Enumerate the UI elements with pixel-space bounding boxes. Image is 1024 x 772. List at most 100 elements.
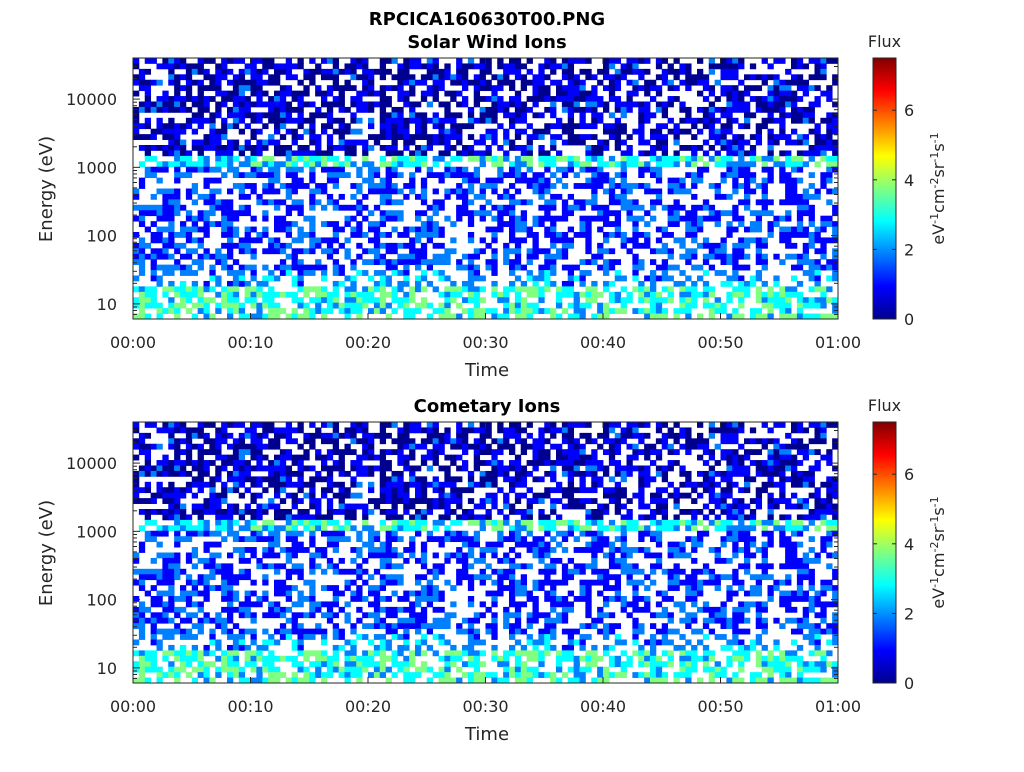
heatmap-cell xyxy=(791,493,797,499)
heatmap-cell xyxy=(797,259,803,265)
heatmap-cell xyxy=(233,487,239,493)
heatmap-cell xyxy=(609,210,615,216)
heatmap-cell xyxy=(562,427,568,433)
heatmap-cell xyxy=(815,140,821,146)
heatmap-cell xyxy=(756,286,762,292)
heatmap-cell xyxy=(180,63,186,69)
heatmap-cell xyxy=(356,167,362,173)
heatmap-cell xyxy=(650,156,656,162)
heatmap-cell xyxy=(409,455,415,461)
heatmap-cell xyxy=(574,85,580,91)
heatmap-cell xyxy=(145,69,151,75)
heatmap-cell xyxy=(797,221,803,227)
heatmap-cell xyxy=(815,194,821,200)
heatmap-cell xyxy=(797,63,803,69)
heatmap-cell xyxy=(820,69,826,75)
heatmap-cell xyxy=(444,433,450,439)
heatmap-cell xyxy=(315,112,321,118)
heatmap-cell xyxy=(791,520,797,526)
heatmap-cell xyxy=(198,427,204,433)
heatmap-cell xyxy=(292,129,298,135)
heatmap-cell xyxy=(685,476,691,482)
heatmap-cell xyxy=(715,183,721,189)
heatmap-cell xyxy=(521,303,527,309)
heatmap-cell xyxy=(703,292,709,298)
heatmap-cell xyxy=(826,265,832,271)
heatmap-cell xyxy=(685,189,691,195)
heatmap-cell xyxy=(186,210,192,216)
heatmap-cell xyxy=(345,123,351,129)
heatmap-cell xyxy=(568,270,574,276)
heatmap-cell xyxy=(298,145,304,151)
heatmap-cell xyxy=(439,129,445,135)
heatmap-cell xyxy=(744,449,750,455)
heatmap-cell xyxy=(768,145,774,151)
heatmap-cell xyxy=(650,297,656,303)
heatmap-cell xyxy=(221,433,227,439)
heatmap-cell xyxy=(503,221,509,227)
heatmap-cell xyxy=(356,227,362,233)
heatmap-cell xyxy=(198,259,204,265)
heatmap-cell xyxy=(233,216,239,222)
heatmap-cell xyxy=(556,498,562,504)
heatmap-cell xyxy=(668,118,674,124)
heatmap-cell xyxy=(427,422,433,428)
heatmap-cell xyxy=(615,172,621,178)
heatmap-cell xyxy=(709,145,715,151)
heatmap-cell xyxy=(309,140,315,146)
heatmap-cell xyxy=(339,455,345,461)
heatmap-cell xyxy=(421,161,427,167)
heatmap-cell xyxy=(456,466,462,472)
heatmap-cell xyxy=(809,102,815,108)
heatmap-cell xyxy=(409,107,415,113)
heatmap-cell xyxy=(815,297,821,303)
heatmap-cell xyxy=(303,265,309,271)
heatmap-cell xyxy=(151,194,157,200)
heatmap-cell xyxy=(256,145,262,151)
heatmap-cell xyxy=(368,227,374,233)
heatmap-cell xyxy=(450,292,456,298)
heatmap-cell xyxy=(815,69,821,75)
heatmap-cell xyxy=(192,189,198,195)
heatmap-cell xyxy=(286,466,292,472)
heatmap-cell xyxy=(709,493,715,499)
heatmap-cell xyxy=(503,259,509,265)
heatmap-cell xyxy=(591,167,597,173)
heatmap-cell xyxy=(585,221,591,227)
heatmap-cell xyxy=(732,118,738,124)
colorbar-tick-label: 2 xyxy=(904,240,914,259)
heatmap-cell xyxy=(756,466,762,472)
heatmap-cell xyxy=(280,460,286,466)
heatmap-cell xyxy=(168,297,174,303)
heatmap-cell xyxy=(139,444,145,450)
heatmap-cell xyxy=(703,74,709,80)
heatmap-cell xyxy=(674,178,680,184)
heatmap-cell xyxy=(685,433,691,439)
heatmap-cell xyxy=(280,248,286,254)
heatmap-cell xyxy=(597,433,603,439)
heatmap-cell xyxy=(715,248,721,254)
heatmap-cell xyxy=(433,199,439,205)
heatmap-cell xyxy=(462,69,468,75)
heatmap-cell xyxy=(550,243,556,249)
heatmap-cell xyxy=(709,482,715,488)
heatmap-cell xyxy=(809,129,815,135)
heatmap-cell xyxy=(768,471,774,477)
heatmap-cell xyxy=(756,449,762,455)
heatmap-cell xyxy=(204,178,210,184)
heatmap-cell xyxy=(397,172,403,178)
heatmap-cell xyxy=(233,118,239,124)
heatmap-cell xyxy=(168,140,174,146)
heatmap-cell xyxy=(415,248,421,254)
heatmap-cell xyxy=(474,297,480,303)
heatmap-cell xyxy=(350,63,356,69)
heatmap-cell xyxy=(803,205,809,211)
heatmap-cell xyxy=(779,172,785,178)
heatmap-cell xyxy=(209,498,215,504)
heatmap-cell xyxy=(738,276,744,282)
heatmap-cell xyxy=(262,172,268,178)
heatmap-cell xyxy=(691,265,697,271)
heatmap-cell xyxy=(591,455,597,461)
heatmap-cell xyxy=(333,129,339,135)
heatmap-cell xyxy=(791,102,797,108)
